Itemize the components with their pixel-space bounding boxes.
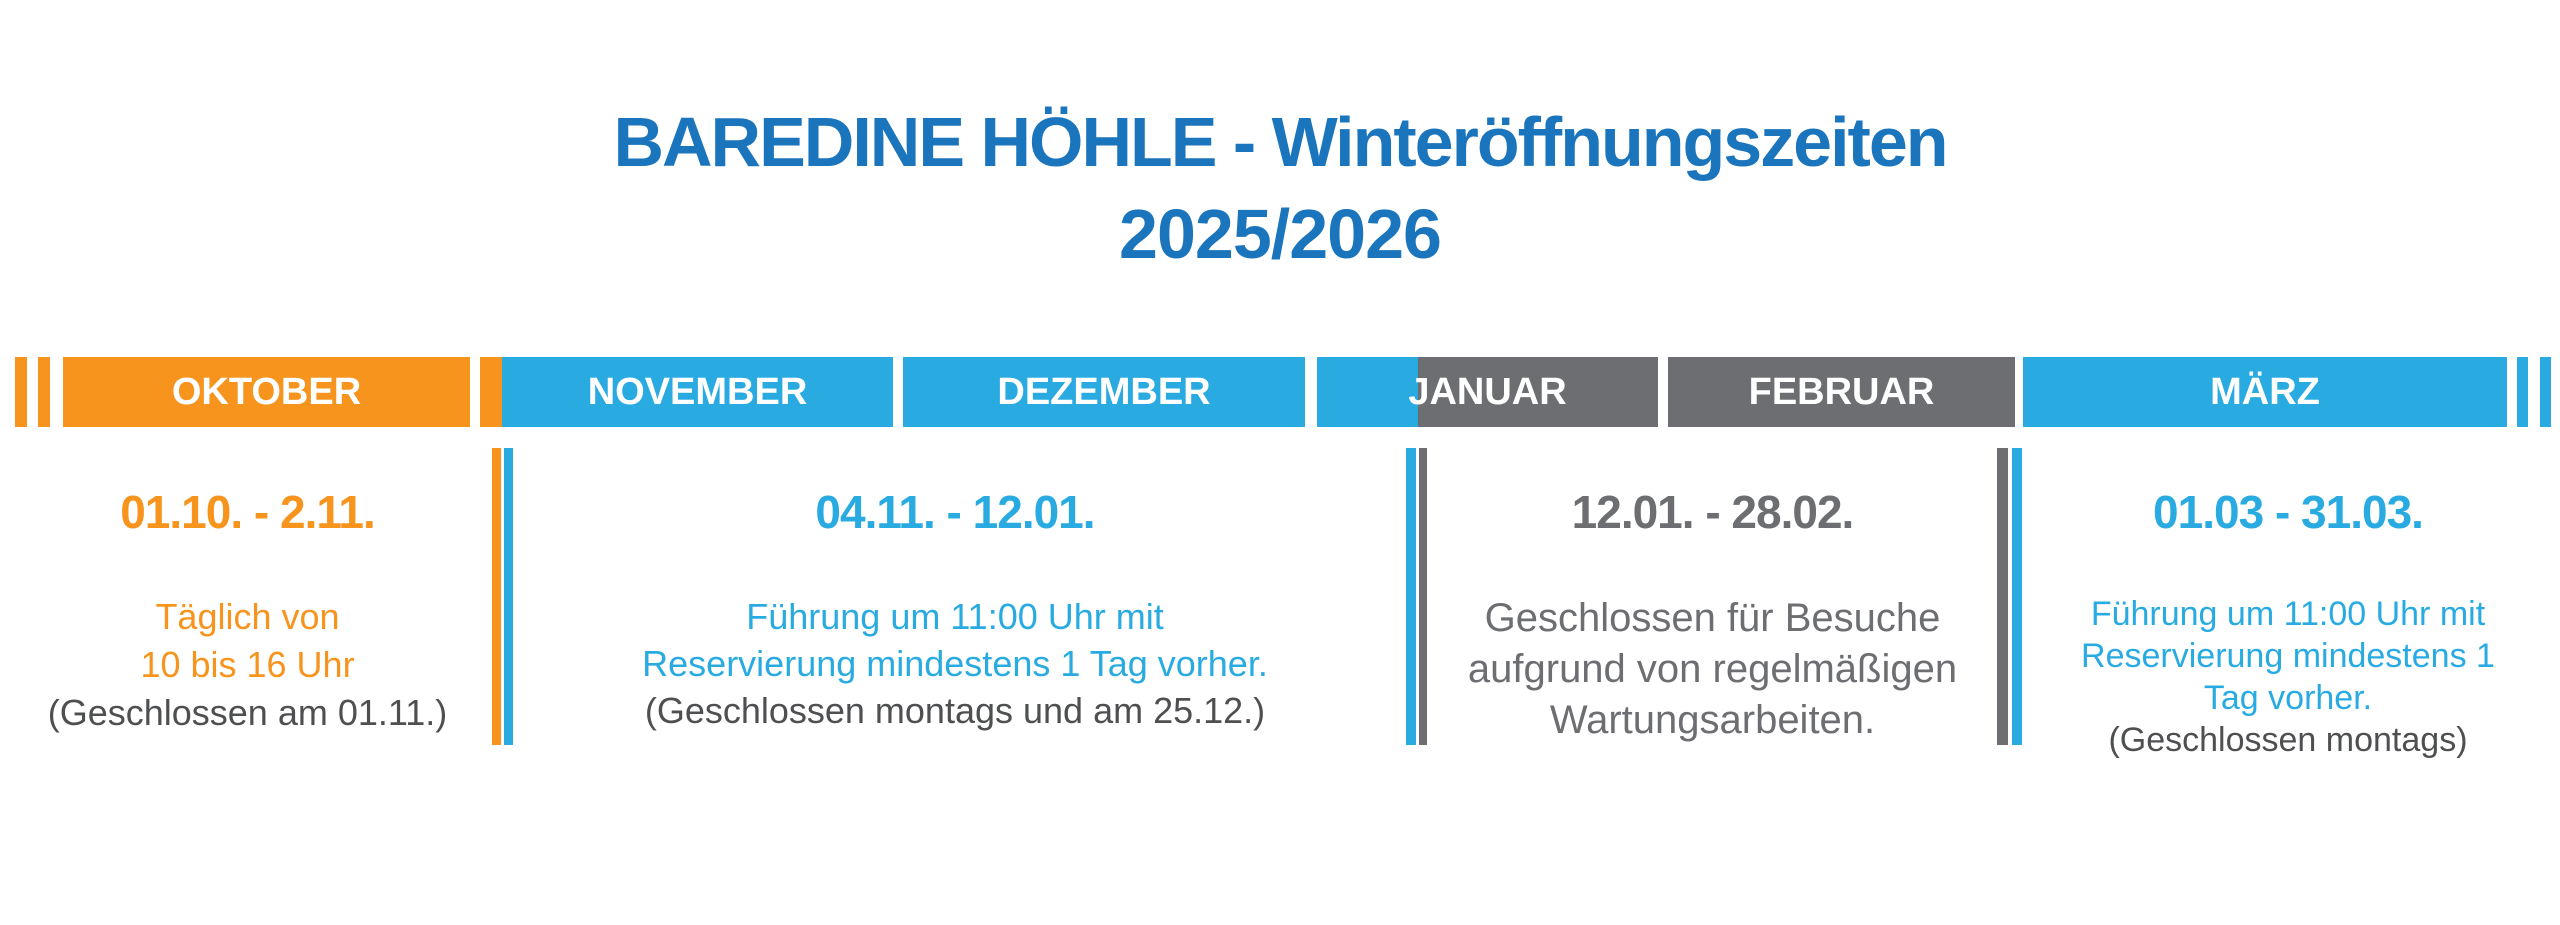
period-line: Reservierung mindestens 1 — [2081, 637, 2495, 675]
month-label-dezember: DEZEMBER — [997, 371, 1211, 413]
period-january-february: 12.01. - 28.02. Geschlossen für Besuche … — [1440, 486, 1985, 746]
month-block-dezember: DEZEMBER — [903, 357, 1305, 427]
period-january-february-dates: 12.01. - 28.02. — [1571, 486, 1855, 538]
divider-3-gray-bar — [1997, 448, 2008, 745]
divider-3-blue-bar — [2012, 448, 2022, 745]
period-march-body: Führung um 11:00 Uhr mit Reservierung mi… — [2062, 593, 2514, 761]
band-orange-separator — [480, 357, 502, 427]
period-november-december-note: (Geschlossen montags und am 25.12.) — [644, 690, 1266, 731]
period-november-december-body: Führung um 11:00 Uhr mit Reservierung mi… — [520, 593, 1390, 734]
period-october-dates: 01.10. - 2.11. — [120, 486, 376, 538]
band-left-tick-1 — [15, 357, 27, 427]
period-march: 01.03 - 31.03. Führung um 11:00 Uhr mit … — [2062, 486, 2514, 761]
divider-1-blue-bar — [504, 448, 513, 745]
month-label-oktober: OKTOBER — [171, 371, 362, 413]
period-line: Wartungsarbeiten. — [1549, 698, 1876, 742]
period-november-december-dates: 04.11. - 12.01. — [815, 486, 1095, 538]
period-line: 10 bis 16 Uhr — [140, 644, 355, 685]
month-label-januar: JANUAR — [1408, 371, 1567, 413]
month-band: OKTOBER NOVEMBER DEZEMBER JANUAR FEBRUAR… — [0, 357, 2560, 427]
month-label-maerz: MÄRZ — [2210, 371, 2320, 413]
band-right-tick-1 — [2517, 357, 2528, 427]
period-october-note: (Geschlossen am 01.11.) — [47, 692, 448, 733]
period-line: Tag vorher. — [2203, 679, 2373, 717]
period-line: Reservierung mindestens 1 Tag vorher. — [642, 643, 1268, 684]
period-january-february-body: Geschlossen für Besuche aufgrund von reg… — [1440, 593, 1985, 746]
period-november-december: 04.11. - 12.01. Führung um 11:00 Uhr mit… — [520, 486, 1390, 734]
month-label-februar: FEBRUAR — [1748, 371, 1935, 413]
band-left-tick-2 — [38, 357, 50, 427]
period-line: Führung um 11:00 Uhr mit — [2090, 595, 2486, 633]
page-title: BAREDINE HÖHLE - Winteröffnungszeiten 20… — [0, 96, 2560, 280]
month-block-maerz: MÄRZ — [2023, 357, 2507, 427]
period-line: Täglich von — [155, 596, 340, 637]
month-block-oktober: OKTOBER — [63, 357, 470, 427]
divider-2-gray-bar — [1419, 448, 1427, 745]
month-block-februar: FEBRUAR — [1668, 357, 2015, 427]
band-right-tick-2 — [2540, 357, 2551, 427]
month-block-november: NOVEMBER — [502, 357, 893, 427]
title-line-2: 2025/2026 — [1119, 195, 1442, 273]
period-october-body: Täglich von 10 bis 16 Uhr (Geschlossen a… — [15, 593, 480, 737]
period-line: Geschlossen für Besuche — [1484, 596, 1941, 640]
period-line: aufgrund von regelmäßigen — [1467, 647, 1958, 691]
month-label-november: NOVEMBER — [587, 371, 808, 413]
title-line-1: BAREDINE HÖHLE - Winteröffnungszeiten — [613, 103, 1948, 181]
period-march-dates: 01.03 - 31.03. — [2153, 486, 2424, 538]
period-march-note: (Geschlossen montags) — [2108, 721, 2468, 759]
period-october: 01.10. - 2.11. Täglich von 10 bis 16 Uhr… — [15, 486, 480, 737]
period-line: Führung um 11:00 Uhr mit — [746, 596, 1164, 637]
divider-2-blue-bar — [1406, 448, 1416, 745]
divider-1-orange-bar — [492, 448, 501, 745]
month-block-januar: JANUAR — [1317, 357, 1658, 427]
